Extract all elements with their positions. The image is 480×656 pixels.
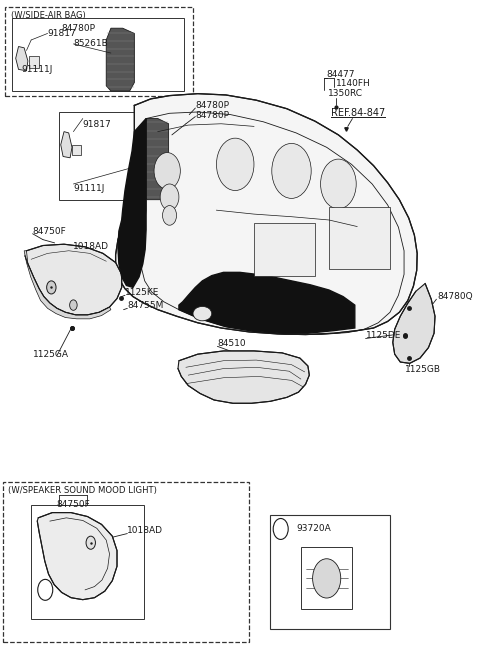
- Circle shape: [273, 518, 288, 539]
- Text: 1018AD: 1018AD: [127, 526, 163, 535]
- Text: 1350RC: 1350RC: [328, 89, 363, 98]
- Bar: [12, 18, 184, 91]
- Circle shape: [38, 579, 53, 600]
- Circle shape: [163, 205, 177, 225]
- Text: a: a: [278, 524, 283, 533]
- Text: 84477: 84477: [327, 70, 355, 79]
- Circle shape: [216, 138, 254, 190]
- Polygon shape: [118, 119, 146, 287]
- Text: 1125KE: 1125KE: [125, 288, 159, 297]
- Bar: [29, 56, 39, 68]
- Bar: [301, 547, 352, 609]
- Text: (W/SPEAKER SOUND MOOD LIGHT): (W/SPEAKER SOUND MOOD LIGHT): [8, 485, 156, 495]
- Text: a: a: [43, 585, 48, 594]
- Text: 84780Q: 84780Q: [437, 292, 472, 301]
- Text: 84510: 84510: [217, 339, 246, 348]
- Polygon shape: [37, 512, 117, 600]
- Bar: [270, 514, 390, 629]
- Bar: [254, 223, 315, 276]
- Text: 1125GB: 1125GB: [405, 365, 441, 375]
- Circle shape: [70, 300, 77, 310]
- Ellipse shape: [193, 306, 212, 321]
- Circle shape: [160, 184, 179, 210]
- Text: 84780P: 84780P: [61, 24, 95, 33]
- Text: 1018AD: 1018AD: [73, 242, 109, 251]
- Bar: [3, 482, 249, 642]
- Polygon shape: [179, 272, 355, 333]
- Text: 1125DE: 1125DE: [366, 331, 401, 340]
- Polygon shape: [61, 132, 72, 158]
- Circle shape: [272, 144, 311, 198]
- Text: 91111J: 91111J: [22, 65, 53, 74]
- Text: 91817: 91817: [48, 29, 76, 38]
- Text: 84750F: 84750F: [33, 226, 66, 236]
- Text: 84750F: 84750F: [57, 500, 90, 509]
- Polygon shape: [178, 351, 309, 403]
- Text: 84755M: 84755M: [127, 301, 164, 310]
- Text: 84780P: 84780P: [195, 101, 229, 110]
- Circle shape: [312, 559, 341, 598]
- Text: (W/SIDE-AIR BAG): (W/SIDE-AIR BAG): [11, 11, 86, 20]
- Polygon shape: [116, 94, 417, 335]
- Circle shape: [86, 536, 96, 549]
- Text: 84780P: 84780P: [195, 111, 229, 120]
- Text: 93720A: 93720A: [296, 524, 331, 533]
- Polygon shape: [143, 119, 168, 199]
- Text: 91817: 91817: [83, 120, 111, 129]
- Bar: [72, 146, 81, 155]
- Bar: [60, 112, 188, 200]
- Text: 91111J: 91111J: [73, 184, 105, 193]
- Text: 85261B: 85261B: [73, 39, 108, 49]
- Text: 1140FH: 1140FH: [336, 79, 371, 88]
- Polygon shape: [393, 283, 435, 363]
- Bar: [5, 7, 193, 96]
- Polygon shape: [24, 251, 111, 319]
- Text: 1125GA: 1125GA: [33, 350, 69, 359]
- Polygon shape: [25, 244, 122, 315]
- Text: REF.84-847: REF.84-847: [331, 108, 385, 118]
- Circle shape: [154, 153, 180, 189]
- Bar: [31, 504, 144, 619]
- Circle shape: [321, 159, 356, 209]
- Polygon shape: [106, 28, 134, 91]
- Bar: [329, 207, 390, 269]
- Polygon shape: [16, 47, 28, 71]
- Circle shape: [47, 281, 56, 294]
